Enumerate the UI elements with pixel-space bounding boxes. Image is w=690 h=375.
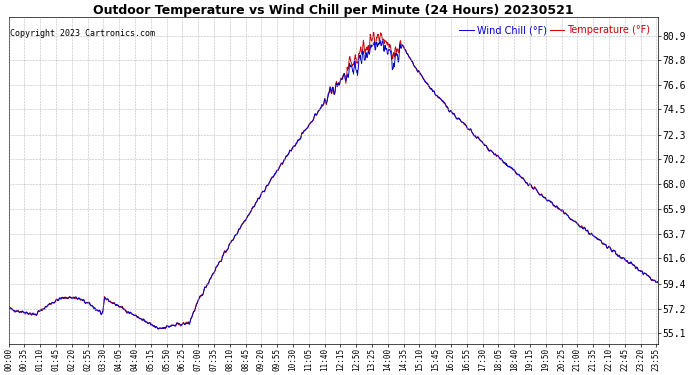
Temperature (°F): [654, 280, 662, 285]
Wind Chill (°F): [520, 178, 529, 183]
Wind Chill (°F): [654, 280, 662, 285]
Temperature (°F): [155, 327, 163, 332]
Legend: Wind Chill (°F), Temperature (°F): Wind Chill (°F), Temperature (°F): [459, 25, 650, 35]
Wind Chill (°F): [154, 327, 162, 331]
Temperature (°F): [222, 249, 230, 254]
Temperature (°F): [578, 224, 586, 228]
Temperature (°F): [435, 96, 444, 100]
Temperature (°F): [520, 178, 529, 183]
Wind Chill (°F): [376, 38, 384, 42]
Wind Chill (°F): [133, 315, 141, 319]
Wind Chill (°F): [5, 307, 13, 312]
Temperature (°F): [5, 306, 13, 311]
Wind Chill (°F): [578, 225, 586, 230]
Wind Chill (°F): [222, 249, 230, 254]
Line: Temperature (°F): Temperature (°F): [9, 33, 658, 329]
Line: Wind Chill (°F): Wind Chill (°F): [9, 40, 658, 329]
Temperature (°F): [133, 315, 141, 319]
Wind Chill (°F): [149, 324, 157, 328]
Title: Outdoor Temperature vs Wind Chill per Minute (24 Hours) 20230521: Outdoor Temperature vs Wind Chill per Mi…: [93, 4, 573, 17]
Wind Chill (°F): [435, 96, 444, 100]
Temperature (°F): [369, 30, 377, 35]
Temperature (°F): [149, 324, 157, 328]
Text: Copyright 2023 Cartronics.com: Copyright 2023 Cartronics.com: [10, 28, 155, 38]
